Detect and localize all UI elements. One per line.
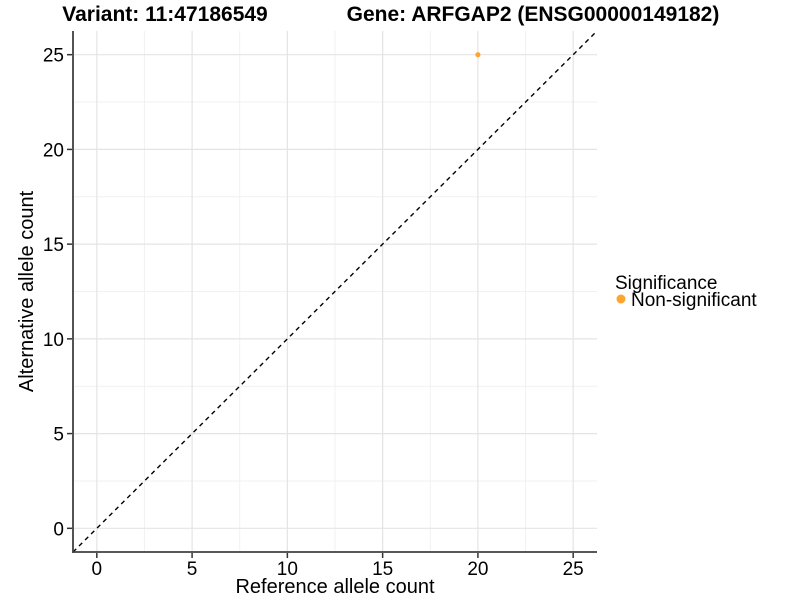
- data-point: [475, 52, 481, 58]
- axis-lines: [72, 31, 597, 553]
- y-tick-label: 5: [53, 425, 64, 446]
- x-axis-title: Reference allele count: [235, 576, 434, 598]
- axis-tick-labels: 0 5 10 15 20 25 0 5 10 15 20 25: [43, 46, 584, 580]
- y-tick-label: 15: [43, 235, 64, 256]
- legend-title: Significance: [615, 273, 717, 294]
- x-tick-label: 20: [467, 559, 488, 580]
- plot-title-variant: Variant: 11:47186549: [62, 3, 268, 26]
- legend-key-dot: [616, 294, 626, 304]
- y-tick-label: 20: [43, 140, 64, 161]
- y-tick-label: 25: [43, 46, 64, 67]
- y-tick-label: 10: [43, 330, 64, 351]
- legend-item-label: Non-significant: [631, 290, 757, 311]
- data-points: [475, 52, 481, 58]
- x-tick-label: 5: [187, 559, 198, 580]
- y-axis-title: Alternative allele count: [16, 190, 38, 392]
- gridlines-major: [73, 31, 597, 552]
- legend: Significance Non-significant: [615, 273, 757, 311]
- x-tick-label: 15: [372, 559, 393, 580]
- axis-tick-marks: [67, 53, 574, 558]
- x-tick-label: 0: [92, 559, 103, 580]
- x-tick-label: 10: [277, 559, 298, 580]
- identity-dashed-line: [72, 30, 598, 553]
- plot-title-gene: Gene: ARFGAP2 (ENSG00000149182): [347, 3, 720, 26]
- x-tick-label: 25: [563, 559, 584, 580]
- y-tick-label: 0: [53, 519, 64, 540]
